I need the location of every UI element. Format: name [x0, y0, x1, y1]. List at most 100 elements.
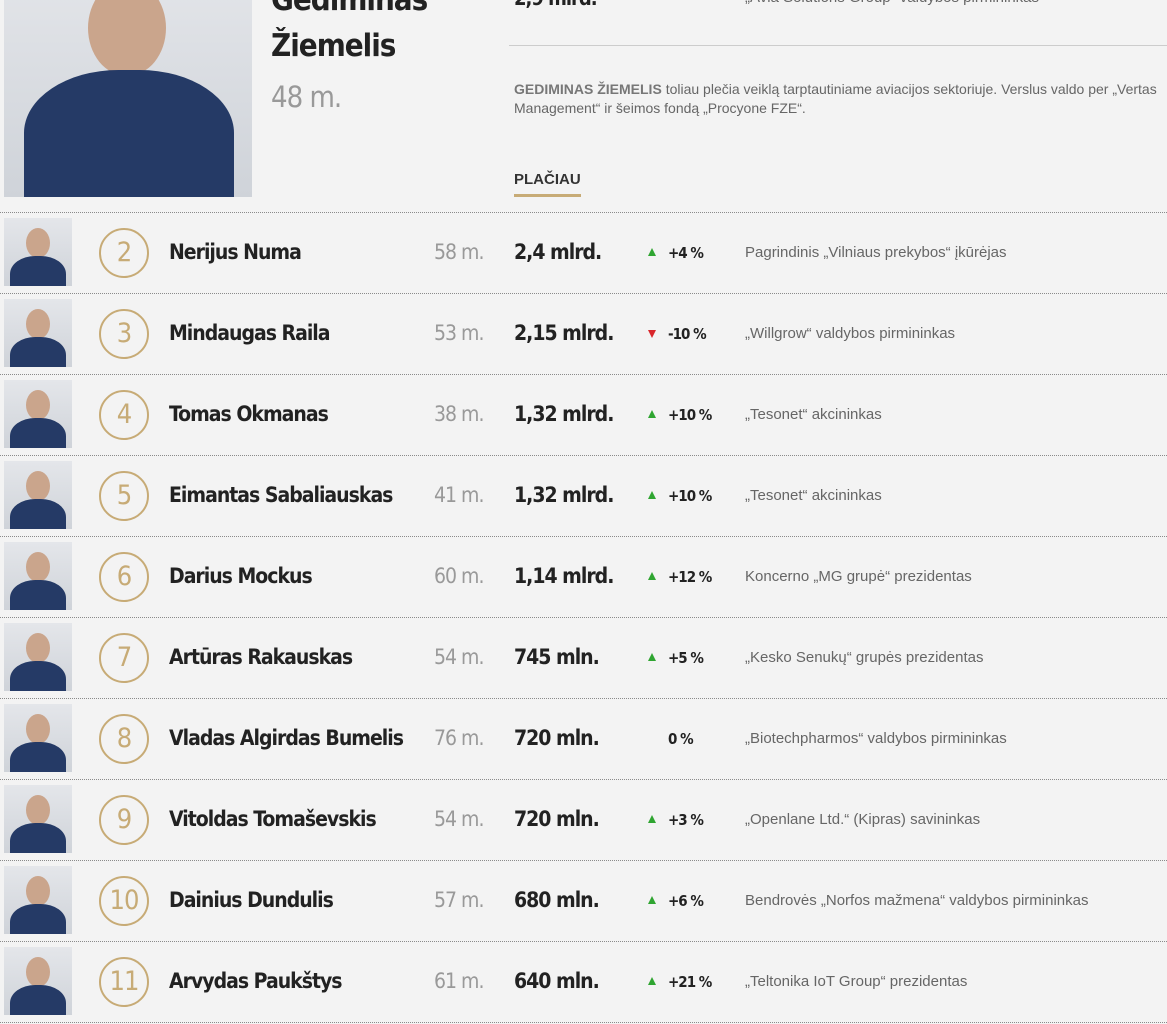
featured-wealth: 2,9 mlrd.	[514, 0, 598, 10]
change: +10 %	[668, 406, 712, 424]
change: +10 %	[668, 487, 712, 505]
person-age: 76 m.	[434, 726, 484, 750]
trend-up	[648, 248, 656, 256]
person-photo	[4, 218, 72, 286]
photo-body	[10, 742, 66, 772]
change: 0 %	[668, 730, 694, 748]
person-age: 60 m.	[434, 564, 484, 588]
person-name: Darius Mockus	[169, 564, 313, 588]
separator	[0, 941, 1167, 942]
trend-up	[648, 977, 656, 985]
rank: 9	[99, 795, 149, 845]
photo-body	[10, 337, 66, 367]
trend-up	[648, 896, 656, 904]
featured-age: 48 m.	[271, 80, 342, 114]
person-photo	[4, 299, 72, 367]
photo-body	[10, 580, 66, 610]
rank: 4	[99, 390, 149, 440]
trend-down	[648, 330, 656, 338]
photo-head	[26, 552, 50, 582]
person-role: „Kesko Senukų“ grupės prezidentas	[745, 649, 984, 666]
change: +12 %	[668, 568, 712, 586]
person-name: Vitoldas Tomaševskis	[169, 807, 377, 831]
rank: 11	[99, 957, 149, 1007]
photo-body	[10, 499, 66, 529]
change: -10 %	[668, 325, 707, 343]
person-photo	[4, 704, 72, 772]
featured-role: „Avia Solutions Group“ valdybos pirminin…	[745, 0, 1039, 6]
person-name: Dainius Dundulis	[169, 888, 334, 912]
person-role: „Tesonet“ akcininkas	[745, 406, 882, 423]
divider	[509, 45, 1167, 46]
person-photo	[4, 380, 72, 448]
person-name: Artūras Rakauskas	[169, 645, 353, 669]
person-wealth: 1,32 mlrd.	[514, 483, 614, 507]
photo-head	[26, 633, 50, 663]
person-wealth: 1,14 mlrd.	[514, 564, 614, 588]
photo-head	[26, 876, 50, 906]
separator	[0, 374, 1167, 375]
person-role: „Teltonika IoT Group“ prezidentas	[745, 973, 968, 990]
person-role: „Biotechpharmos“ valdybos pirmininkas	[745, 730, 1007, 747]
featured-description: GEDIMINAS ŽIEMELIS toliau plečia veiklą …	[514, 80, 1164, 118]
person-wealth: 720 mln.	[514, 726, 600, 750]
trend-up	[648, 815, 656, 823]
photo-body	[10, 418, 66, 448]
separator	[0, 536, 1167, 537]
person-photo	[4, 461, 72, 529]
person-name: Vladas Algirdas Bumelis	[169, 726, 404, 750]
separator	[0, 617, 1167, 618]
photo-body	[10, 661, 66, 691]
person-role: „Tesonet“ akcininkas	[745, 487, 882, 504]
trend-up	[648, 410, 656, 418]
photo-head	[26, 957, 50, 987]
photo-body	[10, 256, 66, 286]
rank: 2	[99, 228, 149, 278]
trend-up	[648, 653, 656, 661]
separator	[0, 455, 1167, 456]
rank: 5	[99, 471, 149, 521]
photo-body	[10, 985, 66, 1015]
separator	[0, 860, 1167, 861]
photo-head	[26, 714, 50, 744]
person-age: 53 m.	[434, 321, 484, 345]
photo-head	[26, 228, 50, 258]
change: +6 %	[668, 892, 704, 910]
person-name: Tomas Okmanas	[169, 402, 329, 426]
person-name: Mindaugas Raila	[169, 321, 331, 345]
person-wealth: 640 mln.	[514, 969, 600, 993]
person-photo	[4, 623, 72, 691]
person-photo	[4, 785, 72, 853]
description-lead: GEDIMINAS ŽIEMELIS	[514, 81, 662, 97]
person-wealth: 1,32 mlrd.	[514, 402, 614, 426]
featured-photo	[4, 0, 252, 197]
person-role: „Willgrow“ valdybos pirmininkas	[745, 325, 956, 342]
person-photo	[4, 947, 72, 1015]
change: +5 %	[668, 649, 704, 667]
person-name: Arvydas Paukštys	[169, 969, 343, 993]
photo-head	[26, 309, 50, 339]
separator	[0, 293, 1167, 294]
featured-name: Gediminas	[271, 0, 428, 18]
change: +21 %	[668, 973, 712, 991]
rank: 3	[99, 309, 149, 359]
person-wealth: 680 mln.	[514, 888, 600, 912]
separator	[0, 212, 1167, 213]
photo-body	[10, 904, 66, 934]
person-name: Nerijus Numa	[169, 240, 302, 264]
person-photo	[4, 542, 72, 610]
featured-name: Žiemelis	[271, 28, 396, 64]
separator	[0, 779, 1167, 780]
person-age: 57 m.	[434, 888, 484, 912]
person-wealth: 745 mln.	[514, 645, 600, 669]
more-link[interactable]: PLAČIAU	[514, 171, 581, 197]
person-name: Eimantas Sabaliauskas	[169, 483, 393, 507]
person-role: Bendrovės „Norfos mažmena“ valdybos pirm…	[745, 892, 1089, 909]
person-age: 58 m.	[434, 240, 484, 264]
person-photo	[4, 866, 72, 934]
change: +4 %	[668, 244, 704, 262]
separator	[0, 698, 1167, 699]
rank: 7	[99, 633, 149, 683]
photo-head	[26, 795, 50, 825]
